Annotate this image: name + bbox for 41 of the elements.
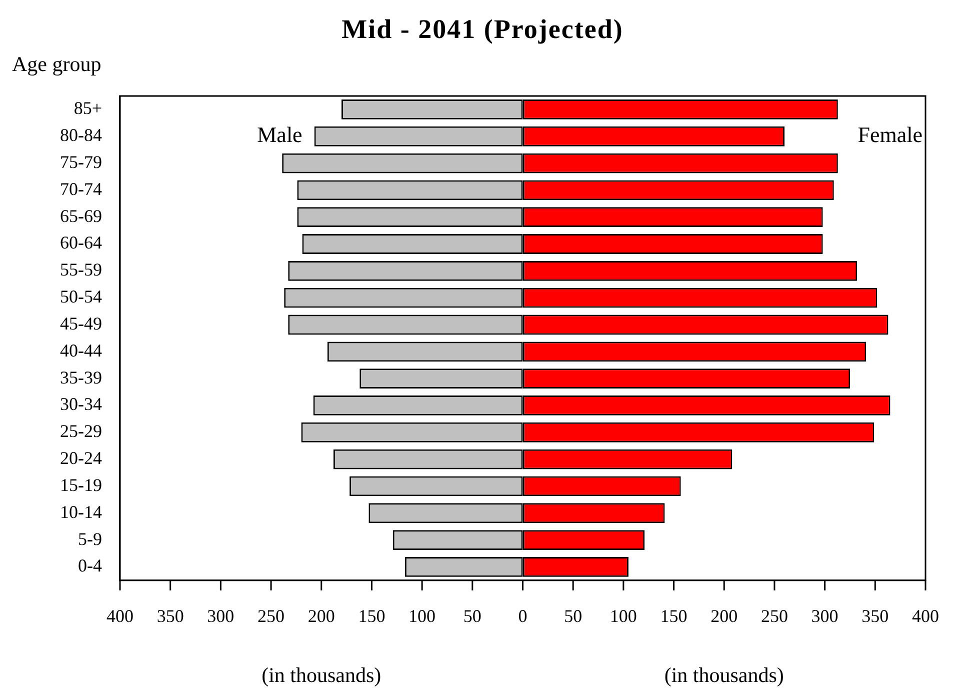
y-tick-label: 85+ bbox=[74, 98, 102, 118]
y-tick-label: 30-34 bbox=[60, 394, 102, 414]
x-tick-label: 300 bbox=[811, 606, 838, 626]
y-tick-label: 75-79 bbox=[60, 152, 102, 172]
x-tick-label: 250 bbox=[258, 606, 285, 626]
y-tick-label: 20-24 bbox=[60, 448, 102, 468]
series-label: Female bbox=[858, 122, 922, 148]
x-tick-label: 200 bbox=[308, 606, 335, 626]
x-tick-label: 100 bbox=[408, 606, 436, 626]
y-tick-label: 10-14 bbox=[60, 502, 102, 522]
chart-title: Mid - 2041 (Projected) bbox=[340, 14, 624, 45]
x-tick-label: 400 bbox=[912, 606, 939, 626]
y-tick-label: 70-74 bbox=[60, 178, 102, 199]
x-tick-label: 250 bbox=[760, 606, 788, 626]
x-tick-label: 350 bbox=[862, 606, 889, 626]
x-tick-label: 50 bbox=[564, 606, 582, 626]
x-tick-label: 300 bbox=[207, 606, 234, 626]
text: (in thousands) bbox=[664, 663, 784, 687]
y-tick-label: 5-9 bbox=[78, 528, 102, 549]
y-tick-label: 65-69 bbox=[60, 206, 102, 226]
y-tick-label: 55-59 bbox=[60, 260, 102, 280]
x-tick-label: 200 bbox=[710, 606, 738, 626]
y-tick-label: 60-64 bbox=[60, 232, 102, 253]
x-tick-label: 400 bbox=[106, 606, 134, 626]
y-tick-label: 0-4 bbox=[78, 556, 102, 576]
y-tick-label: 40-44 bbox=[60, 340, 102, 360]
y-tick-label: 80-84 bbox=[60, 125, 102, 146]
y-axis-title: Age group bbox=[12, 52, 102, 77]
x-tick-label: 100 bbox=[610, 606, 637, 626]
y-tick-label: 35-39 bbox=[60, 367, 102, 388]
x-tick-label: 0 bbox=[518, 606, 528, 626]
y-tick-label: 15-19 bbox=[60, 474, 102, 495]
y-tick-label: 50-54 bbox=[60, 286, 102, 307]
x-tick-label: 350 bbox=[156, 606, 184, 626]
x-tick-label: 150 bbox=[358, 606, 386, 626]
text: (in thousands) bbox=[262, 663, 382, 687]
y-tick-label: 25-29 bbox=[60, 421, 102, 442]
series-label: Male bbox=[257, 122, 302, 148]
x-tick-label: 50 bbox=[463, 606, 482, 626]
x-tick-label: 150 bbox=[660, 606, 688, 626]
y-tick-label: 45-49 bbox=[60, 313, 102, 334]
